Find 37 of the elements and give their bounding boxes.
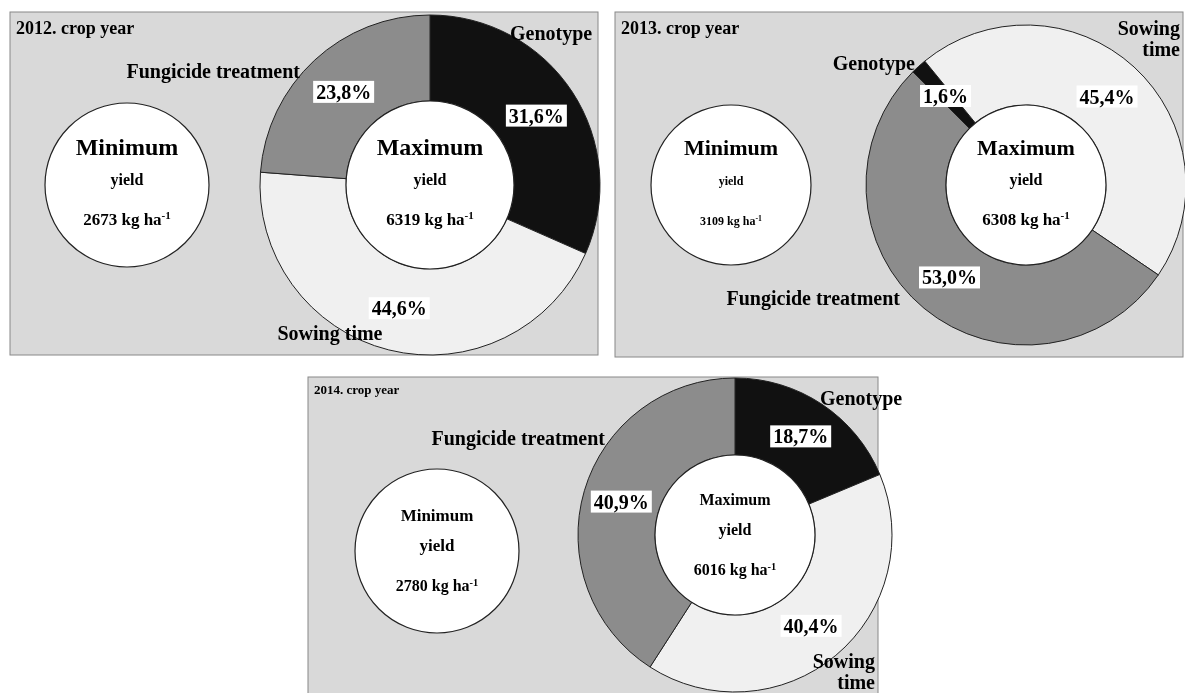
text: 2780 kg ha$^{-1}$ xyxy=(395,576,479,595)
chart-title: 2014. crop year xyxy=(314,382,400,397)
data-label: 40,9% xyxy=(593,490,649,513)
text: yield xyxy=(718,521,752,539)
slice-label: Fungicide treatment xyxy=(126,60,301,83)
chart-title: 2013. crop year xyxy=(621,18,740,38)
text: 2673 kg ha$^{-1}$ xyxy=(83,209,171,229)
text: 3109 kg ha$^{-1}$ xyxy=(700,213,763,228)
text: 6319 kg ha$^{-1}$ xyxy=(386,209,474,229)
text: yield xyxy=(718,174,744,188)
slice-label: Sowing time xyxy=(277,322,383,345)
text: Maximum xyxy=(376,134,484,160)
text: 6016 kg ha$^{-1}$ xyxy=(693,560,777,579)
text: yield xyxy=(419,536,456,555)
slice-label: Sowing time xyxy=(1117,17,1181,60)
text: Minimum xyxy=(400,506,474,525)
data-label: 23,8% xyxy=(316,80,372,103)
data-label: 18,7% xyxy=(773,425,829,448)
data-label: 31,6% xyxy=(508,104,564,127)
text: Maximum xyxy=(699,491,772,508)
text: Maximum xyxy=(977,135,1075,160)
text: yield xyxy=(1009,171,1043,189)
slice-label: Fungicide treatment xyxy=(726,287,901,310)
text: Minimum xyxy=(75,134,179,160)
slice-label: Genotype xyxy=(832,52,916,75)
data-label: 45,4% xyxy=(1079,85,1135,108)
slice-label: Genotype xyxy=(820,387,903,410)
data-label: 40,4% xyxy=(783,614,839,637)
text: Minimum xyxy=(683,135,779,160)
text: 6308 kg ha$^{-1}$ xyxy=(982,209,1070,229)
data-label: 44,6% xyxy=(371,297,427,320)
slice-label: Fungicide treatment xyxy=(431,427,606,450)
data-label: 53,0% xyxy=(922,266,978,289)
data-label: 1,6% xyxy=(923,84,969,107)
text: yield xyxy=(413,171,447,189)
chart-title: 2012. crop year xyxy=(16,18,135,38)
text: yield xyxy=(110,171,144,189)
